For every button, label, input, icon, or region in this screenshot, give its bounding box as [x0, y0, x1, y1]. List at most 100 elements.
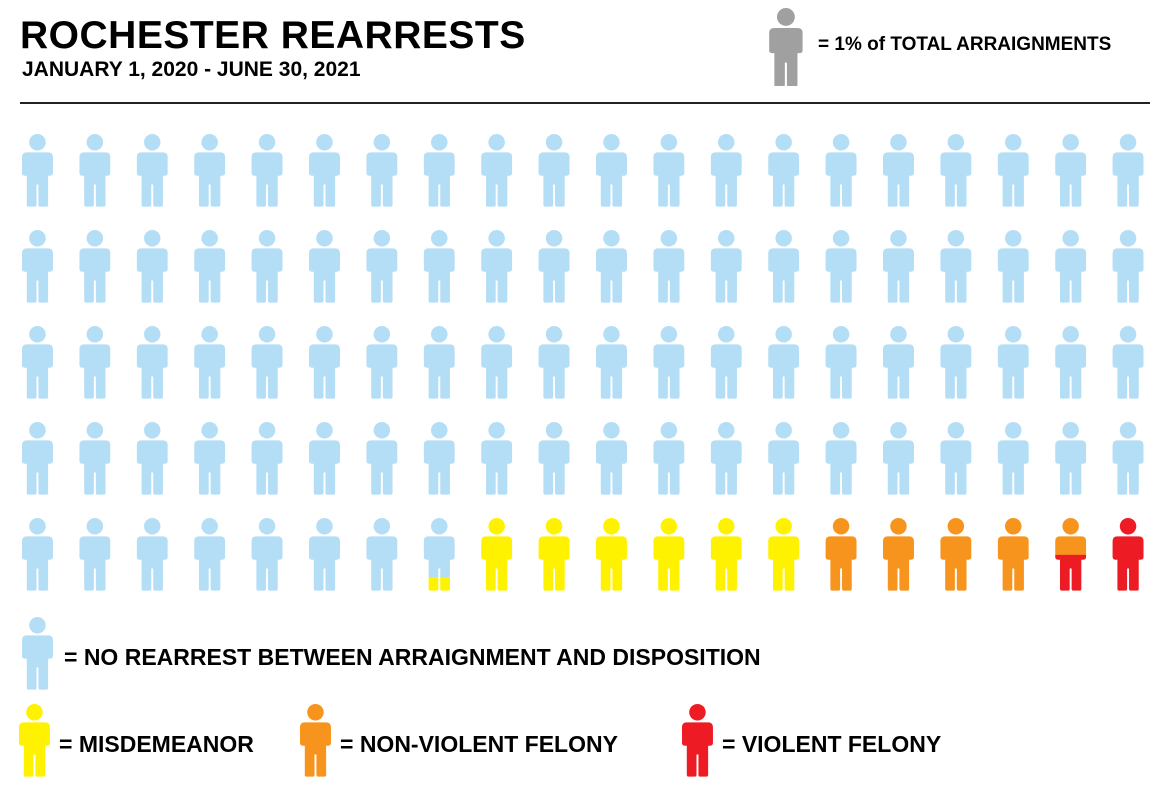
person-mark [997, 422, 1029, 495]
page-subtitle: JANUARY 1, 2020 - JUNE 30, 2021 [22, 58, 361, 81]
unit-key-label: = 1% of TOTAL ARRAIGNMENTS [818, 34, 1112, 55]
person-mark [423, 422, 455, 495]
person-mark [1055, 134, 1087, 207]
person-mark [825, 422, 857, 495]
person-mark [251, 134, 283, 207]
person-mark [997, 326, 1029, 399]
person-mark [481, 518, 513, 591]
person-mark [79, 422, 111, 495]
person-mark [1055, 422, 1087, 495]
person-mark [997, 134, 1029, 207]
person-mark [366, 326, 398, 399]
person-mark [366, 134, 398, 207]
person-mark [538, 422, 570, 495]
legend-label-no-rearrest: = NO REARREST BETWEEN ARRAIGNMENT AND DI… [64, 644, 761, 670]
person-mark [79, 518, 111, 591]
person-mark [997, 230, 1029, 303]
legend-icon-non-violent-felony [299, 704, 331, 777]
legend-icon-violent-felony [681, 704, 713, 777]
person-mark [194, 326, 226, 399]
person-mark [423, 518, 455, 591]
person-mark [251, 422, 283, 495]
person-icon [21, 617, 53, 690]
person-mark [136, 422, 168, 495]
person-mark [308, 422, 340, 495]
person-mark [653, 230, 685, 303]
person-mark [595, 518, 627, 591]
person-mark [825, 518, 857, 591]
person-mark [710, 422, 742, 495]
person-mark [366, 518, 398, 591]
person-mark [940, 422, 972, 495]
person-mark [595, 134, 627, 207]
legend-label-misdemeanor: = MISDEMEANOR [59, 731, 254, 757]
person-mark [940, 134, 972, 207]
person-mark [710, 230, 742, 303]
person-mark [194, 134, 226, 207]
person-mark [710, 518, 742, 591]
person-mark [21, 326, 53, 399]
person-mark [194, 422, 226, 495]
person-mark [882, 134, 914, 207]
person-mark [595, 422, 627, 495]
person-mark [882, 518, 914, 591]
person-mark [136, 326, 168, 399]
person-mark [366, 422, 398, 495]
legend-icon-no-rearrest [21, 617, 53, 690]
person-icon [299, 704, 331, 777]
person-mark [768, 518, 800, 591]
person-mark [423, 326, 455, 399]
person-mark [538, 518, 570, 591]
person-mark [136, 134, 168, 207]
person-mark [710, 134, 742, 207]
person-mark [825, 134, 857, 207]
person-mark [940, 326, 972, 399]
person-mark [882, 422, 914, 495]
person-mark [136, 518, 168, 591]
person-mark [538, 134, 570, 207]
person-mark [194, 518, 226, 591]
person-mark [768, 134, 800, 207]
person-mark [1112, 326, 1144, 399]
person-mark [79, 326, 111, 399]
person-mark [1055, 230, 1087, 303]
person-mark [308, 326, 340, 399]
legend-label-violent-felony: = VIOLENT FELONY [722, 731, 942, 757]
person-mark [251, 326, 283, 399]
person-mark [251, 230, 283, 303]
person-mark [79, 230, 111, 303]
header-divider [20, 102, 1150, 104]
person-mark [423, 230, 455, 303]
person-mark [308, 518, 340, 591]
person-mark [1055, 326, 1087, 399]
person-mark [825, 230, 857, 303]
legend-label-non-violent-felony: = NON-VIOLENT FELONY [340, 731, 618, 757]
person-mark [251, 518, 283, 591]
person-mark [653, 326, 685, 399]
person-mark [653, 134, 685, 207]
person-mark [21, 134, 53, 207]
person-mark [21, 422, 53, 495]
person-mark [366, 230, 398, 303]
legend-icon-misdemeanor [18, 704, 50, 777]
person-mark [1112, 230, 1144, 303]
person-icon [18, 704, 50, 777]
person-mark [1055, 518, 1087, 591]
person-mark [653, 518, 685, 591]
page-title: ROCHESTER REARRESTS [20, 14, 526, 57]
person-icon [769, 8, 803, 86]
person-mark [825, 326, 857, 399]
person-mark [481, 230, 513, 303]
person-mark [194, 230, 226, 303]
person-mark [481, 134, 513, 207]
person-mark [653, 422, 685, 495]
person-mark [308, 230, 340, 303]
person-mark [538, 230, 570, 303]
person-mark [1112, 422, 1144, 495]
person-mark [136, 230, 168, 303]
person-mark [1112, 518, 1144, 591]
person-mark [940, 230, 972, 303]
person-mark [481, 422, 513, 495]
person-mark [481, 326, 513, 399]
person-mark [1112, 134, 1144, 207]
